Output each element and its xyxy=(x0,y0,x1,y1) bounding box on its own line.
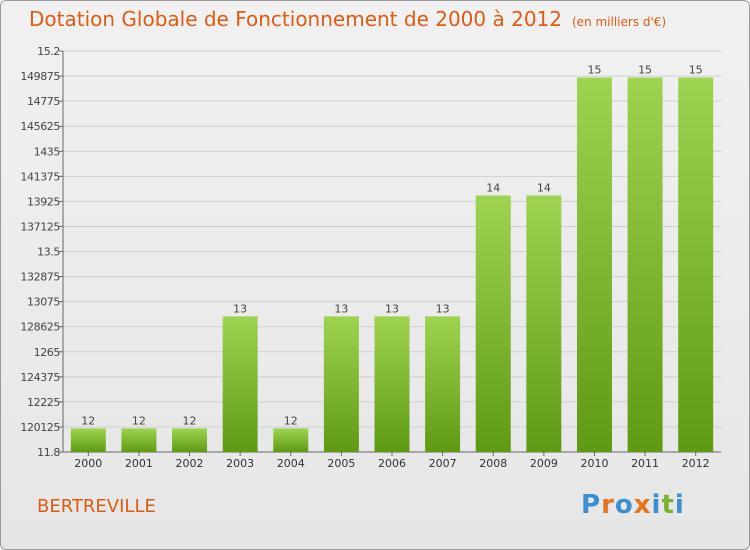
x-tick-label: 2008 xyxy=(479,457,507,470)
logo-letter: o xyxy=(614,490,634,520)
y-tick-label: 13.5 xyxy=(37,246,60,259)
x-tick-label: 2005 xyxy=(327,457,355,470)
data-label: 12 xyxy=(183,414,197,427)
data-label: 15 xyxy=(689,64,703,77)
y-tick-label: 13075 xyxy=(27,296,60,309)
bar xyxy=(273,428,309,452)
y-tick-label: 12225 xyxy=(27,396,60,409)
bar xyxy=(70,428,106,452)
y-tick-label: 128625 xyxy=(20,321,60,334)
bar xyxy=(222,316,258,452)
y-tick-label: 120125 xyxy=(20,421,60,434)
title-text: Dotation Globale de Fonctionnement de 20… xyxy=(29,7,562,31)
logo-letter: t xyxy=(661,490,675,520)
bars xyxy=(70,77,714,452)
x-tick-label: 2011 xyxy=(631,457,659,470)
x-tick-label: 2003 xyxy=(226,457,254,470)
x-tick-label: 2001 xyxy=(125,457,153,470)
y-tick-label: 15.2 xyxy=(37,45,60,58)
y-tick-label: 137125 xyxy=(20,220,60,233)
data-label: 12 xyxy=(284,414,298,427)
y-tick-label: 11.8 xyxy=(37,446,60,459)
data-label: 13 xyxy=(233,302,247,315)
commune-name: BERTREVILLE xyxy=(37,496,156,517)
y-tick-label: 14775 xyxy=(27,95,60,108)
x-tick-label: 2002 xyxy=(176,457,204,470)
data-label: 12 xyxy=(132,414,146,427)
x-tick-label: 2012 xyxy=(682,457,710,470)
data-label: 14 xyxy=(486,181,500,194)
bar xyxy=(323,316,359,452)
bar xyxy=(678,77,714,452)
y-tick-label: 1435 xyxy=(34,145,61,158)
y-tick-label: 141375 xyxy=(20,170,60,183)
y-tick-label: 1265 xyxy=(34,346,61,359)
y-tick-label: 149875 xyxy=(20,70,60,83)
data-label: 12 xyxy=(81,414,95,427)
logo-letter: r xyxy=(601,490,615,520)
logo-letter: P xyxy=(581,490,602,520)
bar xyxy=(172,428,208,452)
bar xyxy=(121,428,157,452)
bar xyxy=(425,316,461,452)
x-tick-label: 2006 xyxy=(378,457,406,470)
chart-title: Dotation Globale de Fonctionnement de 20… xyxy=(29,7,666,31)
chart-subtitle: (en milliers d'€) xyxy=(572,15,667,29)
bar xyxy=(627,77,663,452)
y-tick-label: 145625 xyxy=(20,120,60,133)
labels: 11.8 120125 12225 124375 1265 128625 13075 1328… xyxy=(20,45,709,470)
bar xyxy=(526,195,562,452)
data-label: 15 xyxy=(638,64,652,77)
logo-letter: x xyxy=(633,490,652,520)
x-tick-label: 2000 xyxy=(74,457,102,470)
logo-letter: i xyxy=(674,490,685,520)
data-label: 14 xyxy=(537,181,551,194)
data-label: 13 xyxy=(436,302,450,315)
bar xyxy=(576,77,612,452)
x-tick-label: 2007 xyxy=(429,457,457,470)
bar xyxy=(374,316,410,452)
y-tick-label: 124375 xyxy=(20,371,60,384)
data-label: 13 xyxy=(385,302,399,315)
data-label: 15 xyxy=(587,64,601,77)
y-tick-label: 13925 xyxy=(27,195,60,208)
x-tick-label: 2004 xyxy=(277,457,305,470)
logo-letter: i xyxy=(651,490,662,520)
data-label: 13 xyxy=(334,302,348,315)
bar xyxy=(475,195,511,452)
y-tick-label: 132875 xyxy=(20,271,60,284)
x-tick-label: 2009 xyxy=(530,457,558,470)
proxiti-logo: Proxiti xyxy=(581,490,685,520)
x-tick-label: 2010 xyxy=(580,457,608,470)
